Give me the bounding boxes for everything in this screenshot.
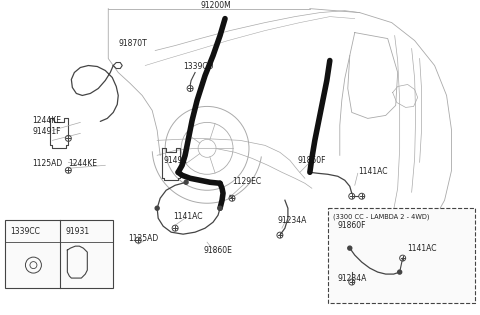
Circle shape	[184, 180, 188, 184]
Bar	[5, 220, 113, 288]
Bar	[328, 208, 475, 303]
Circle shape	[397, 270, 402, 274]
Text: 91860F: 91860F	[298, 156, 326, 165]
Text: 91491: 91491	[163, 156, 187, 165]
Text: 1339CD: 1339CD	[183, 62, 214, 71]
Text: 1339CC: 1339CC	[11, 227, 40, 236]
Text: 1141AC: 1141AC	[173, 212, 203, 221]
Text: 91860E: 91860E	[203, 246, 232, 255]
Text: 1125AD: 1125AD	[128, 234, 158, 243]
Text: 91491F: 91491F	[33, 127, 61, 136]
Text: 1244KE: 1244KE	[68, 159, 97, 168]
Text: 91931: 91931	[65, 227, 89, 236]
Text: 91234A: 91234A	[338, 273, 367, 283]
Text: 1125AD: 1125AD	[33, 159, 63, 168]
Text: 91200M: 91200M	[200, 1, 231, 10]
Text: 91870T: 91870T	[118, 39, 147, 48]
Text: 91860F: 91860F	[338, 221, 366, 230]
Circle shape	[348, 246, 352, 250]
Text: 1129EC: 1129EC	[232, 177, 261, 186]
Text: 91234A: 91234A	[278, 216, 307, 225]
Text: (3300 CC - LAMBDA 2 - 4WD): (3300 CC - LAMBDA 2 - 4WD)	[333, 214, 429, 220]
Circle shape	[218, 206, 222, 210]
Text: 1141AC: 1141AC	[408, 243, 437, 253]
Circle shape	[155, 206, 159, 210]
Text: 1244KE: 1244KE	[33, 116, 61, 125]
Text: 1141AC: 1141AC	[358, 167, 387, 176]
